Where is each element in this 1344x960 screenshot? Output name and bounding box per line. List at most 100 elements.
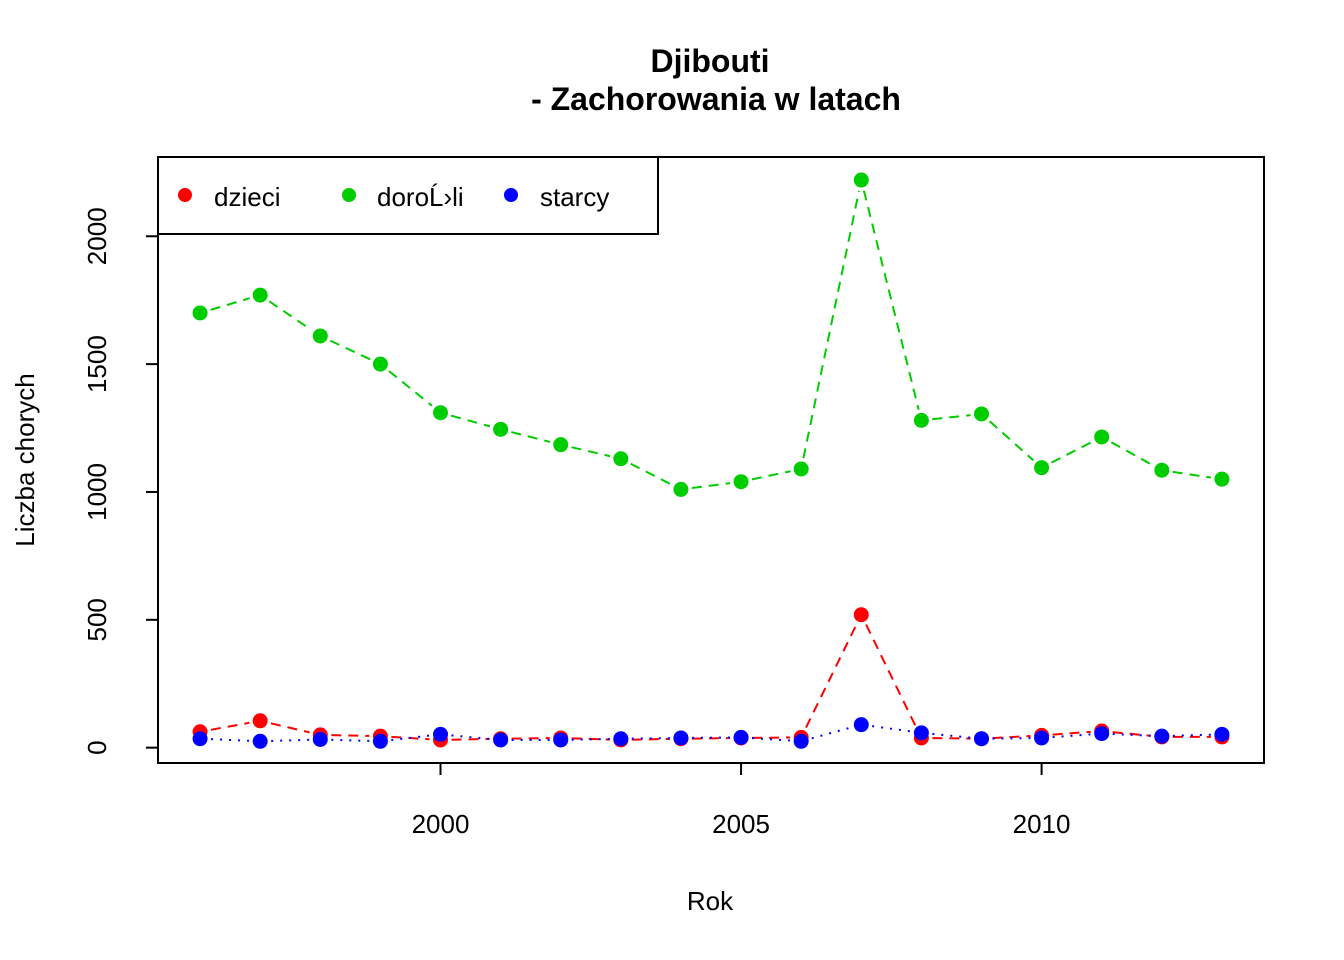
data-point — [192, 305, 208, 321]
legend-marker-starcy — [504, 188, 518, 202]
series-line-segment — [511, 431, 551, 443]
data-point — [312, 328, 328, 344]
data-point — [613, 451, 629, 467]
series-line-segment — [450, 414, 491, 428]
series-line-segment — [388, 370, 433, 407]
legend: dzieci doroĹ›li starcy — [157, 156, 659, 235]
x-tick-label: 2000 — [412, 809, 470, 839]
series-line-segment — [1110, 441, 1153, 466]
series-line-segment — [571, 446, 611, 458]
data-point — [673, 481, 689, 497]
x-axis: 2000 2005 2010 — [412, 763, 1071, 839]
series-line-segment — [932, 732, 971, 739]
series-line-segment — [211, 738, 250, 742]
data-point — [973, 406, 989, 422]
data-point — [312, 731, 328, 747]
series-line-segment — [630, 462, 672, 486]
data-point — [252, 733, 268, 749]
series-layer — [192, 172, 1230, 749]
series-1 — [192, 172, 1230, 497]
series-line-segment — [992, 734, 1031, 740]
series-line-segment — [989, 420, 1035, 462]
data-point — [913, 725, 929, 741]
series-line-segment — [811, 726, 851, 740]
legend-label-dzieci: dzieci — [214, 182, 280, 212]
legend-marker-dzieci — [178, 188, 192, 202]
data-point — [733, 729, 749, 745]
data-point — [372, 733, 388, 749]
series-2 — [192, 717, 1230, 749]
series-line-segment — [865, 624, 918, 729]
x-tick-label: 2005 — [712, 809, 770, 839]
legend-label-dorosli: doroĹ›li — [377, 182, 464, 212]
data-point — [853, 607, 869, 623]
legend-label-starcy: starcy — [540, 182, 609, 212]
series-line-segment — [751, 470, 791, 481]
data-point — [1094, 429, 1110, 445]
series-line-segment — [271, 738, 310, 742]
data-point — [973, 731, 989, 747]
data-point — [793, 461, 809, 477]
series-line-segment — [932, 414, 971, 421]
series-line-segment — [210, 721, 250, 731]
data-point — [252, 287, 268, 303]
series-line-segment — [331, 738, 370, 742]
y-tick-label: 0 — [82, 740, 112, 754]
series-line-segment — [691, 482, 731, 490]
series-0 — [192, 607, 1230, 748]
series-line-segment — [391, 734, 430, 742]
series-line-segment — [270, 722, 310, 734]
series-line-segment — [210, 297, 250, 311]
data-point — [553, 732, 569, 748]
chart-subtitle: - Zachorowania w latach — [531, 81, 901, 117]
data-point — [372, 356, 388, 372]
series-line-segment — [571, 737, 610, 741]
series-line-segment — [329, 339, 371, 361]
data-point — [433, 405, 449, 421]
data-point — [913, 412, 929, 428]
data-point — [793, 733, 809, 749]
y-tick-label: 1500 — [82, 335, 112, 393]
data-point — [1214, 726, 1230, 742]
x-axis-label: Rok — [687, 886, 734, 916]
series-line-segment — [1050, 441, 1093, 464]
series-line-segment — [1052, 730, 1091, 736]
series-line-segment — [802, 190, 861, 459]
series-line-segment — [268, 300, 312, 331]
series-line-segment — [631, 737, 670, 741]
data-point — [252, 713, 268, 729]
series-line-segment — [872, 725, 911, 733]
chart-title: Djibouti — [650, 43, 769, 79]
series-line-segment — [805, 624, 858, 728]
y-axis: 0 500 1000 1500 2000 — [82, 207, 158, 755]
data-point — [1214, 471, 1230, 487]
plot-frame — [157, 156, 1265, 764]
data-point — [673, 730, 689, 746]
series-line-segment — [1112, 733, 1151, 737]
data-point — [433, 726, 449, 742]
data-point — [1094, 726, 1110, 742]
series-line-segment — [451, 734, 490, 740]
data-point — [1034, 730, 1050, 746]
x-tick-label: 2010 — [1013, 809, 1071, 839]
data-point — [553, 437, 569, 453]
data-point — [733, 474, 749, 490]
data-point — [1154, 462, 1170, 478]
y-tick-label: 2000 — [82, 207, 112, 265]
data-point — [853, 717, 869, 733]
series-line-segment — [1172, 733, 1211, 737]
y-tick-label: 500 — [82, 598, 112, 641]
data-point — [853, 172, 869, 188]
data-point — [493, 421, 509, 437]
data-point — [192, 731, 208, 747]
data-point — [1154, 728, 1170, 744]
series-line-segment — [862, 190, 920, 410]
legend-marker-dorosli — [342, 188, 356, 202]
data-point — [613, 731, 629, 747]
y-tick-label: 1000 — [82, 463, 112, 521]
series-line-segment — [331, 734, 370, 737]
series-line-segment — [1172, 470, 1212, 479]
data-point — [493, 732, 509, 748]
data-point — [1034, 460, 1050, 476]
